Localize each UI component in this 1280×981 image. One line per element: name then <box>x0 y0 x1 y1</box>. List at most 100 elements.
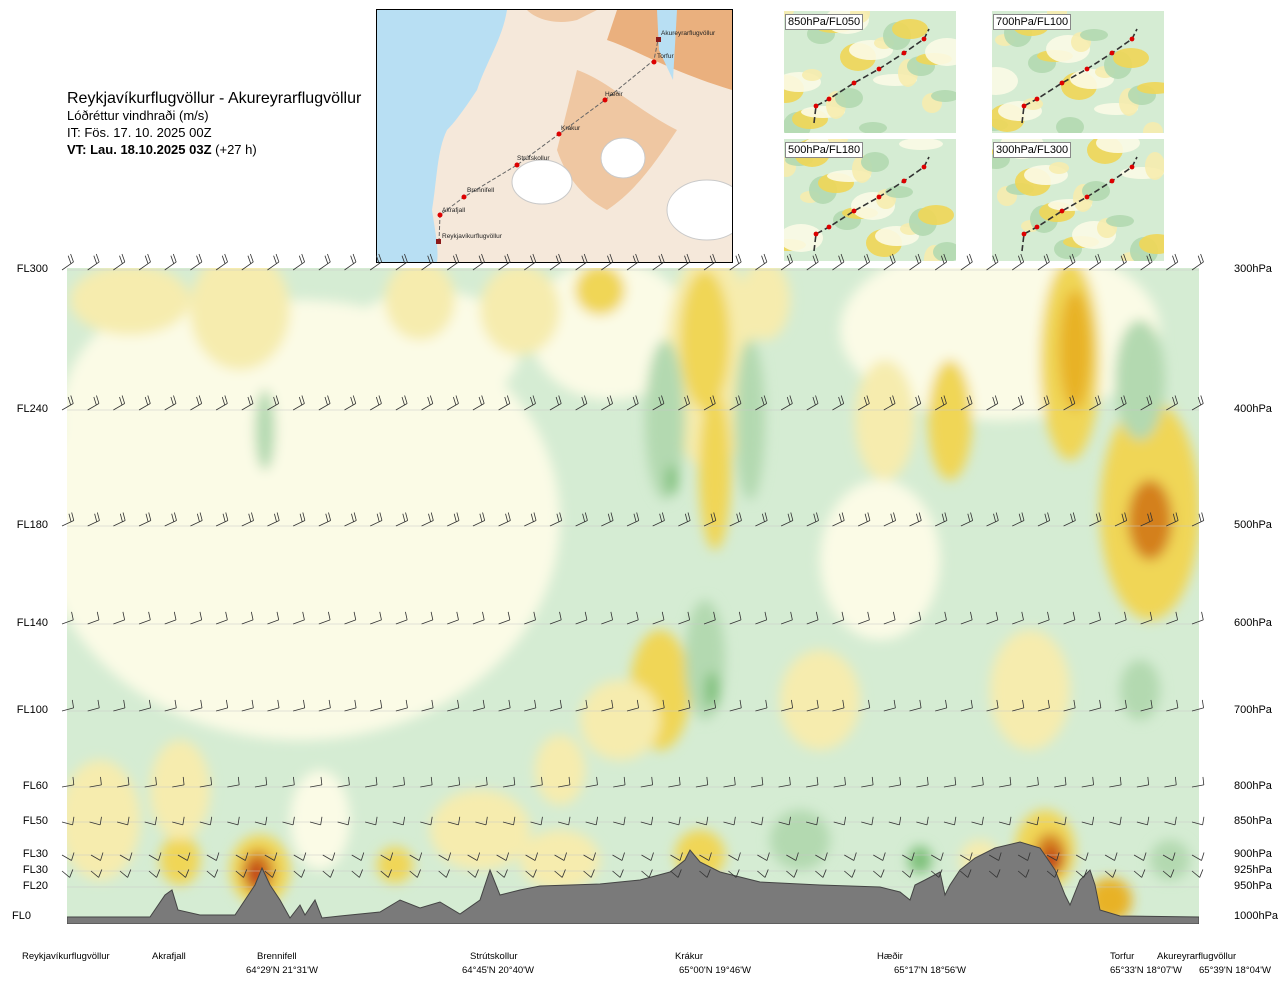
wind-barb <box>806 816 819 826</box>
wind-barb-feather <box>816 512 819 521</box>
wind-barb <box>1162 852 1176 861</box>
wind-barb <box>1114 395 1127 411</box>
wind-barb-feather <box>359 869 363 878</box>
thumbnail-700[interactable]: 700hPa/FL100 <box>992 11 1164 133</box>
wind-barb <box>292 395 305 411</box>
wind-barb-feather <box>1091 816 1095 825</box>
thumbnail-850[interactable]: 850hPa/FL050 <box>784 11 956 133</box>
wind-barb <box>206 852 220 861</box>
wind-barb-feather <box>273 852 278 861</box>
wind-barb-feather <box>882 852 886 861</box>
wind-barb <box>318 611 331 625</box>
wind-barb <box>337 776 350 788</box>
wind-barb-shaft <box>916 821 928 826</box>
wind-barb <box>755 611 768 625</box>
wind-barb-feather <box>1124 611 1127 620</box>
wind-barb-feather <box>1009 776 1012 785</box>
wind-barb-feather <box>353 611 357 620</box>
wind-barb-shaft <box>699 854 710 861</box>
wind-barb-shaft <box>369 261 382 271</box>
wind-barb <box>138 253 151 271</box>
wind-barb-feather <box>456 512 460 521</box>
wind-barb <box>988 852 1002 861</box>
map-label: Brennifell <box>467 187 495 194</box>
wind-barb <box>1191 816 1205 826</box>
wind-barb-shaft <box>89 821 101 826</box>
fl-label: FL0 <box>12 910 31 922</box>
wind-barb <box>421 253 434 271</box>
wind-barb <box>612 852 625 861</box>
thumbnail-300[interactable]: 300hPa/FL300 <box>992 139 1164 261</box>
wind-barb-shaft <box>668 821 680 826</box>
wind-barb <box>318 512 331 527</box>
wind-barb <box>254 776 268 788</box>
wind-barb-feather <box>224 253 228 263</box>
wind-barb <box>678 699 691 712</box>
wind-barb-shaft <box>177 870 186 878</box>
wind-barb-feather <box>173 611 177 620</box>
wind-barb-feather <box>868 699 871 708</box>
thumbnail-field-patch <box>925 38 956 66</box>
wind-barb <box>612 869 624 878</box>
wind-barb <box>498 611 511 625</box>
wind-barb-feather <box>170 255 175 264</box>
wind-barb-feather <box>429 395 434 404</box>
wind-barb <box>755 395 768 411</box>
location-label: Torfur <box>1110 951 1135 962</box>
wind-barb-shaft <box>1109 784 1122 788</box>
location-coord: 64°29'N 21°31'W <box>246 965 318 976</box>
wind-barb-feather <box>761 816 764 825</box>
hpa-label: 900hPa <box>1234 848 1272 860</box>
wind-barb-feather <box>619 869 624 878</box>
wind-barb-feather <box>1146 396 1150 406</box>
wind-barb <box>148 869 161 878</box>
wind-barb-feather <box>70 395 74 404</box>
wind-barb-feather <box>293 776 295 785</box>
wind-barb-shaft <box>61 707 74 712</box>
wind-barb-shaft <box>806 403 819 411</box>
thumbnail-500[interactable]: 500hPa/FL180 <box>784 139 956 261</box>
wind-barb-shaft <box>144 821 156 826</box>
wind-barb-feather <box>243 869 248 878</box>
wind-barb-shaft <box>267 403 279 411</box>
wind-barb <box>723 776 736 788</box>
vertical-velocity-region <box>290 770 350 870</box>
wind-barb-feather <box>1170 869 1175 878</box>
wind-barb <box>750 776 764 788</box>
wind-barb <box>626 611 639 625</box>
wind-barb <box>1037 512 1051 527</box>
wind-barb <box>87 395 100 411</box>
wind-barb <box>447 611 459 625</box>
location-coord: 65°00'N 19°46'W <box>679 965 751 976</box>
wind-barb-feather <box>764 611 768 620</box>
wind-barb-shaft <box>206 854 217 861</box>
wind-barb-shaft <box>857 619 870 625</box>
hpa-label: 600hPa <box>1234 617 1272 629</box>
wind-barb <box>369 395 382 411</box>
wind-barb <box>472 699 485 712</box>
wind-barb <box>61 512 75 527</box>
wind-barb-shaft <box>583 870 592 878</box>
wind-barb-feather <box>945 699 948 708</box>
wind-barb <box>87 512 100 527</box>
wind-barb-feather <box>662 699 665 708</box>
vertical-velocity-region <box>255 390 275 470</box>
wind-barb <box>1012 699 1025 712</box>
wind-barb <box>557 816 571 826</box>
wind-barb <box>1166 611 1178 625</box>
wind-barb-shaft <box>757 854 768 861</box>
wind-barb-feather <box>351 513 354 522</box>
thumbnail-field-patch <box>899 139 943 150</box>
wind-barb <box>61 776 75 788</box>
wind-barb-shaft <box>780 261 793 271</box>
wind-barb-shaft <box>498 619 511 625</box>
vertical-velocity-region <box>575 268 625 315</box>
wind-barb <box>227 816 240 826</box>
wind-barb-shaft <box>318 619 331 625</box>
wind-barb <box>873 852 886 861</box>
wind-barb <box>1191 395 1204 411</box>
wind-barb-shaft <box>1140 403 1153 411</box>
wind-barb-shaft <box>909 520 922 527</box>
wind-barb-feather <box>678 816 681 825</box>
wind-barb-feather <box>71 699 74 708</box>
